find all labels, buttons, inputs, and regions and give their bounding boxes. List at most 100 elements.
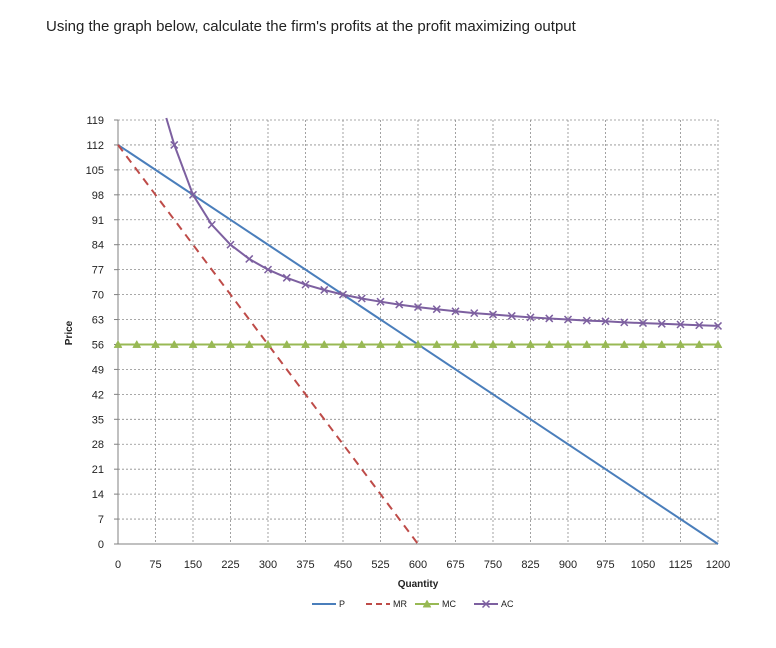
- data-point-ac: [507, 311, 516, 320]
- legend-label-ac: AC: [501, 599, 514, 609]
- y-tick-label: 70: [92, 290, 104, 302]
- y-tick-label: 49: [92, 364, 104, 376]
- data-point-ac: [413, 303, 423, 312]
- data-point-ac: [376, 297, 385, 306]
- data-point-ac: [226, 240, 235, 249]
- data-point-mc: [601, 339, 610, 348]
- y-tick-label: 42: [92, 389, 104, 401]
- data-point-mc: [282, 339, 292, 348]
- y-tick-label: 63: [92, 315, 104, 327]
- x-tick-label: 900: [559, 559, 577, 571]
- data-point-ac: [526, 313, 535, 322]
- x-tick-label: 975: [596, 559, 614, 571]
- y-tick-label: 56: [92, 339, 104, 351]
- data-point-mc: [657, 339, 667, 348]
- data-point-mc: [619, 339, 629, 348]
- chart-grid: [118, 119, 719, 544]
- data-point-mc: [713, 339, 723, 348]
- chart-legend: P MR MC AC: [312, 599, 514, 609]
- y-tick-label: 21: [92, 464, 104, 476]
- x-tick-label: 375: [296, 559, 314, 571]
- legend-marker-ac: [481, 599, 491, 609]
- question-text: Using the graph below, calculate the fir…: [46, 18, 576, 35]
- y-tick-label: 105: [86, 165, 104, 177]
- y-axis-title: Price: [64, 320, 75, 345]
- data-point-ac: [451, 307, 460, 316]
- data-point-mc: [376, 339, 385, 348]
- data-point-mc: [507, 339, 517, 348]
- data-point-ac: [488, 310, 498, 319]
- y-tick-label: 0: [98, 539, 104, 551]
- data-point-mc: [432, 339, 442, 348]
- data-point-mc: [338, 339, 348, 348]
- data-point-mc: [526, 339, 535, 348]
- legend-marker-mc: [422, 599, 432, 608]
- x-tick-label: 600: [409, 559, 427, 571]
- data-point-mc: [469, 339, 479, 348]
- data-point-ac: [601, 317, 610, 326]
- data-point-ac: [395, 300, 404, 309]
- data-point-ac: [676, 320, 685, 329]
- data-point-mc: [676, 339, 685, 348]
- data-point-ac: [620, 318, 629, 327]
- data-point-mc: [301, 339, 310, 348]
- x-tick-label: 75: [149, 559, 161, 571]
- data-point-mc: [207, 339, 217, 348]
- chart-series: [113, 117, 723, 545]
- data-point-mc: [582, 339, 592, 348]
- y-tick-label: 7: [98, 514, 104, 526]
- data-point-ac: [713, 321, 723, 330]
- data-point-mc: [244, 339, 254, 348]
- legend-item-mr: MR: [366, 599, 407, 609]
- data-point-mc: [263, 339, 273, 348]
- y-tick-label: 112: [86, 140, 104, 152]
- chart-axes: [114, 119, 718, 545]
- data-point-mc: [132, 339, 142, 348]
- data-point-mc: [319, 339, 329, 348]
- x-tick-label: 0: [115, 559, 121, 571]
- data-point-ac: [170, 140, 179, 149]
- data-point-mc: [113, 339, 123, 348]
- x-tick-label: 150: [184, 559, 202, 571]
- data-point-ac: [357, 294, 366, 303]
- legend-item-p: P: [312, 599, 345, 609]
- data-point-ac: [470, 309, 479, 318]
- x-tick-label: 1125: [669, 559, 693, 571]
- data-point-mc: [544, 339, 554, 348]
- x-tick-label: 750: [484, 559, 502, 571]
- data-point-mc: [226, 339, 235, 348]
- y-tick-label: 14: [92, 489, 104, 501]
- data-point-mc: [488, 339, 498, 348]
- data-point-mc: [638, 339, 648, 348]
- legend-item-mc: MC: [415, 599, 456, 609]
- legend-label-mr: MR: [393, 599, 407, 609]
- data-point-ac: [188, 190, 198, 199]
- y-tick-label: 28: [92, 439, 104, 451]
- x-tick-label: 450: [334, 559, 352, 571]
- x-tick-label: 675: [446, 559, 464, 571]
- x-tick-labels: 0 75 150 225 300 375 450 525 600 675 750 825 900 975 1…: [115, 559, 730, 571]
- x-tick-label: 1050: [631, 559, 655, 571]
- x-tick-label: 525: [371, 559, 389, 571]
- y-tick-label: 91: [92, 215, 104, 227]
- data-point-ac: [282, 273, 291, 282]
- data-point-mc: [394, 339, 404, 348]
- data-point-mc: [357, 339, 367, 348]
- data-point-ac: [263, 265, 273, 274]
- y-tick-labels: 0 7 14 21 28 35 42 49 56 63 70 77 84 91 98 105 112 119: [86, 115, 104, 551]
- y-tick-label: 84: [92, 240, 104, 252]
- data-point-mc: [188, 339, 198, 348]
- data-point-ac: [338, 290, 348, 299]
- x-tick-label: 1200: [706, 559, 730, 571]
- data-point-ac: [582, 316, 591, 325]
- data-point-ac: [545, 314, 554, 323]
- data-point-ac: [657, 319, 666, 328]
- x-tick-label: 300: [259, 559, 277, 571]
- data-point-ac: [301, 280, 310, 289]
- data-point-mc: [151, 339, 160, 348]
- data-point-mc: [694, 339, 704, 348]
- legend-label-mc: MC: [442, 599, 456, 609]
- x-axis-title: Quantity: [398, 579, 439, 590]
- legend-label-p: P: [339, 599, 345, 609]
